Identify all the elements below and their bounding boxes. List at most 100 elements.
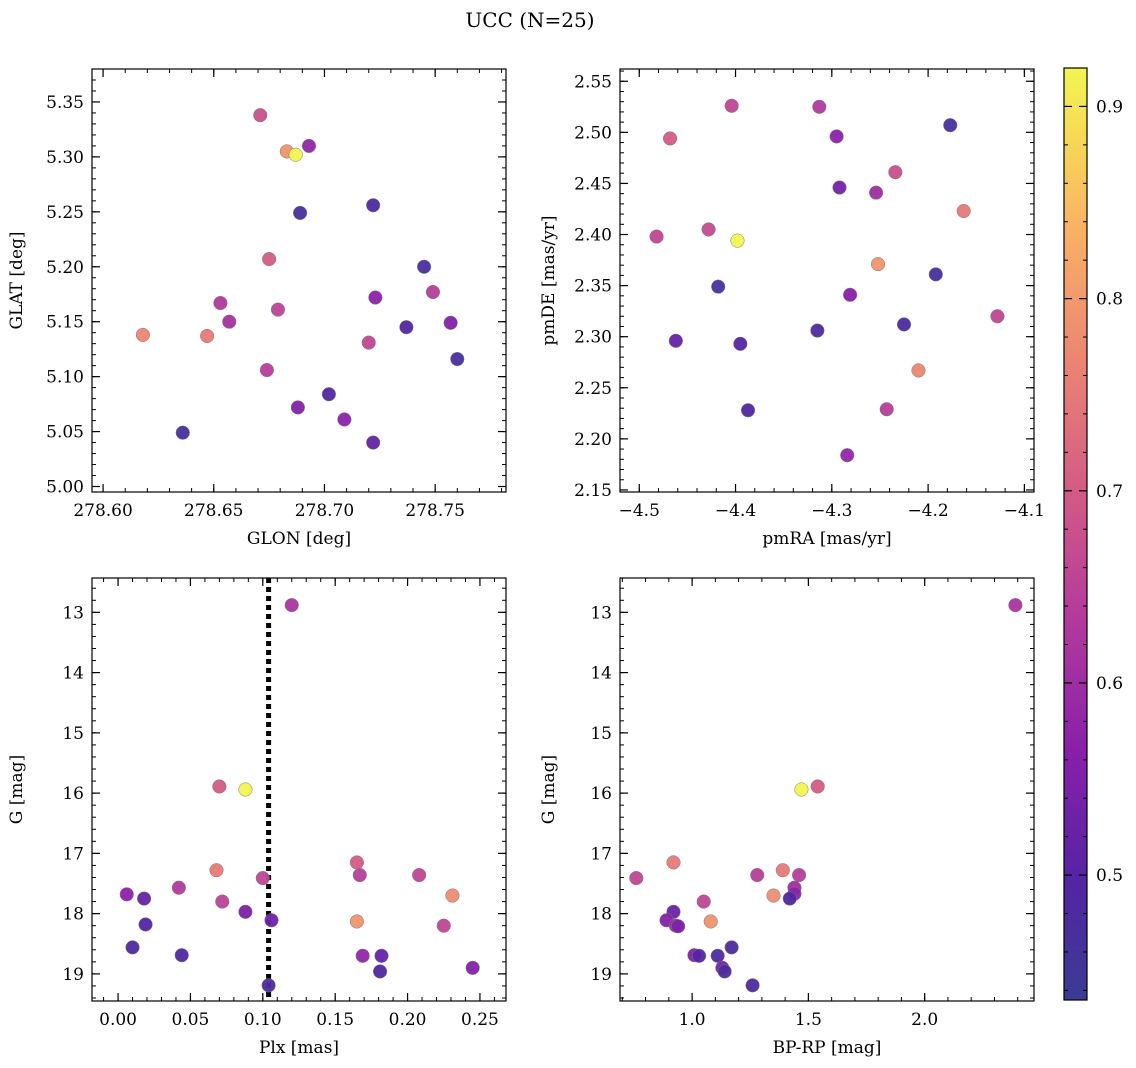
scatter-point bbox=[663, 131, 678, 146]
scatter-point bbox=[374, 948, 389, 963]
scatter-point bbox=[450, 352, 465, 367]
colorbar-tick-label: 0.6 bbox=[1096, 674, 1123, 694]
scatter-point bbox=[711, 279, 726, 294]
figure-title: UCC (N=25) bbox=[465, 8, 594, 32]
y-tick-label: 2.50 bbox=[574, 123, 612, 143]
scatter-point bbox=[943, 118, 958, 133]
scatter-point bbox=[349, 855, 364, 870]
scatter-point bbox=[701, 222, 716, 237]
scatter-point bbox=[629, 871, 644, 886]
y-tick-label: 5.05 bbox=[46, 423, 84, 443]
scatter-point bbox=[171, 880, 186, 895]
y-tick-label: 17 bbox=[62, 844, 84, 864]
scatter-point bbox=[724, 98, 739, 113]
axes-frame bbox=[619, 68, 1035, 493]
y-tick-label: 5.00 bbox=[46, 478, 84, 498]
scatter-point bbox=[1008, 598, 1023, 613]
axes-frame bbox=[619, 577, 1035, 1002]
scatter-point bbox=[175, 425, 190, 440]
scatter-point bbox=[692, 948, 707, 963]
colorbar-gradient bbox=[1063, 67, 1088, 1001]
panel-proper-motion: −4.5 −4.4 −4.3 −4.2 −4.1 2.15 2.20 2.25 2.30 2.35… bbox=[539, 68, 1045, 549]
scatter-point bbox=[255, 871, 270, 886]
y-tick-label: 5.20 bbox=[46, 258, 84, 278]
x-tick-label: −4.4 bbox=[715, 501, 756, 521]
scatter-point bbox=[399, 320, 414, 335]
scatter-point bbox=[366, 435, 381, 450]
x-tick-label: 0.20 bbox=[389, 1010, 427, 1030]
y-tick-label: 17 bbox=[590, 844, 612, 864]
scatter-point bbox=[253, 108, 268, 123]
x-tick-label: −4.2 bbox=[907, 501, 948, 521]
scatter-point bbox=[810, 323, 825, 338]
y-tick-label: 5.15 bbox=[46, 313, 84, 333]
scatter-point bbox=[137, 891, 152, 906]
scatter-point bbox=[436, 918, 451, 933]
scatter-point bbox=[215, 894, 230, 909]
scatter-point bbox=[810, 779, 825, 794]
scatter-point bbox=[368, 290, 383, 305]
scatter-point bbox=[361, 335, 376, 350]
scatter-point bbox=[870, 257, 886, 272]
scatter-point bbox=[200, 328, 215, 344]
y-tick-label: 18 bbox=[62, 905, 84, 925]
scatter-point bbox=[212, 779, 227, 794]
colorbar-tick-label: 0.9 bbox=[1096, 97, 1123, 117]
scatter-point bbox=[710, 948, 725, 963]
panel-spatial: 278.60 278.65 278.70 278.75 5.00 5.05 5.10 5.15… bbox=[7, 68, 507, 549]
panel-cmd: 1.0 1.5 2.0 13 14 15 16 17 18 19 BP-RP [mag] G [mag… bbox=[539, 577, 1035, 1058]
y-tick-label: 15 bbox=[62, 724, 84, 744]
scatter-point bbox=[412, 868, 427, 883]
scatter-point bbox=[649, 229, 664, 244]
scatter-point bbox=[238, 782, 253, 797]
scatter-point bbox=[750, 868, 765, 883]
panel-plx-mag: 0.00 0.05 0.10 0.15 0.20 0.25 13 14 15 16 17 18 19 Pl… bbox=[7, 577, 507, 1058]
scatter-point bbox=[425, 284, 440, 300]
scatter-point bbox=[840, 448, 855, 463]
x-tick-label: 2.0 bbox=[911, 1010, 938, 1030]
scatter-point bbox=[879, 402, 894, 417]
scatter-point bbox=[119, 887, 134, 902]
scatter-point bbox=[733, 336, 748, 351]
scatter-point bbox=[928, 267, 943, 282]
scatter-point bbox=[135, 327, 150, 342]
scatter-point bbox=[443, 315, 458, 330]
axes-frame bbox=[91, 577, 507, 1002]
scatter-point bbox=[337, 412, 352, 427]
x-tick-label: 0.15 bbox=[316, 1010, 354, 1030]
scatter-point bbox=[174, 948, 189, 963]
axes-frame bbox=[91, 68, 507, 493]
scatter-point bbox=[138, 917, 153, 932]
y-tick-label: 2.40 bbox=[574, 226, 612, 246]
scatter-point bbox=[261, 978, 276, 993]
scatter-point bbox=[417, 259, 432, 274]
y-tick-label: 13 bbox=[62, 603, 84, 623]
y-tick-label: 2.20 bbox=[574, 430, 612, 450]
scatter-point bbox=[352, 868, 367, 883]
colorbar-tick-label: 0.8 bbox=[1096, 290, 1123, 310]
y-tick-label: 13 bbox=[590, 603, 612, 623]
y-tick-label: 2.45 bbox=[574, 174, 612, 194]
scatter-point bbox=[843, 287, 858, 302]
scatter-point bbox=[373, 964, 388, 979]
scatter-point bbox=[288, 147, 303, 162]
scatter-point bbox=[724, 940, 739, 955]
scatter-point bbox=[465, 960, 480, 975]
scatter-point bbox=[301, 138, 317, 153]
scatter-point bbox=[668, 333, 683, 348]
x-tick-label: 278.65 bbox=[184, 501, 243, 521]
scatter-point bbox=[832, 180, 847, 195]
x-axis-label: pmRA [mas/yr] bbox=[762, 529, 891, 549]
y-axis-label: G [mag] bbox=[7, 755, 27, 824]
scatter-point bbox=[888, 165, 903, 180]
scatter-point bbox=[213, 295, 228, 311]
colorbar-tick-label: 0.5 bbox=[1096, 866, 1123, 886]
scatter-point bbox=[896, 317, 912, 332]
scatter-point bbox=[445, 888, 460, 903]
scatter-point bbox=[264, 913, 279, 928]
scatter-point bbox=[270, 302, 286, 317]
y-tick-label: 5.25 bbox=[46, 203, 84, 223]
scatter-point bbox=[355, 948, 370, 963]
y-tick-label: 14 bbox=[62, 664, 84, 684]
